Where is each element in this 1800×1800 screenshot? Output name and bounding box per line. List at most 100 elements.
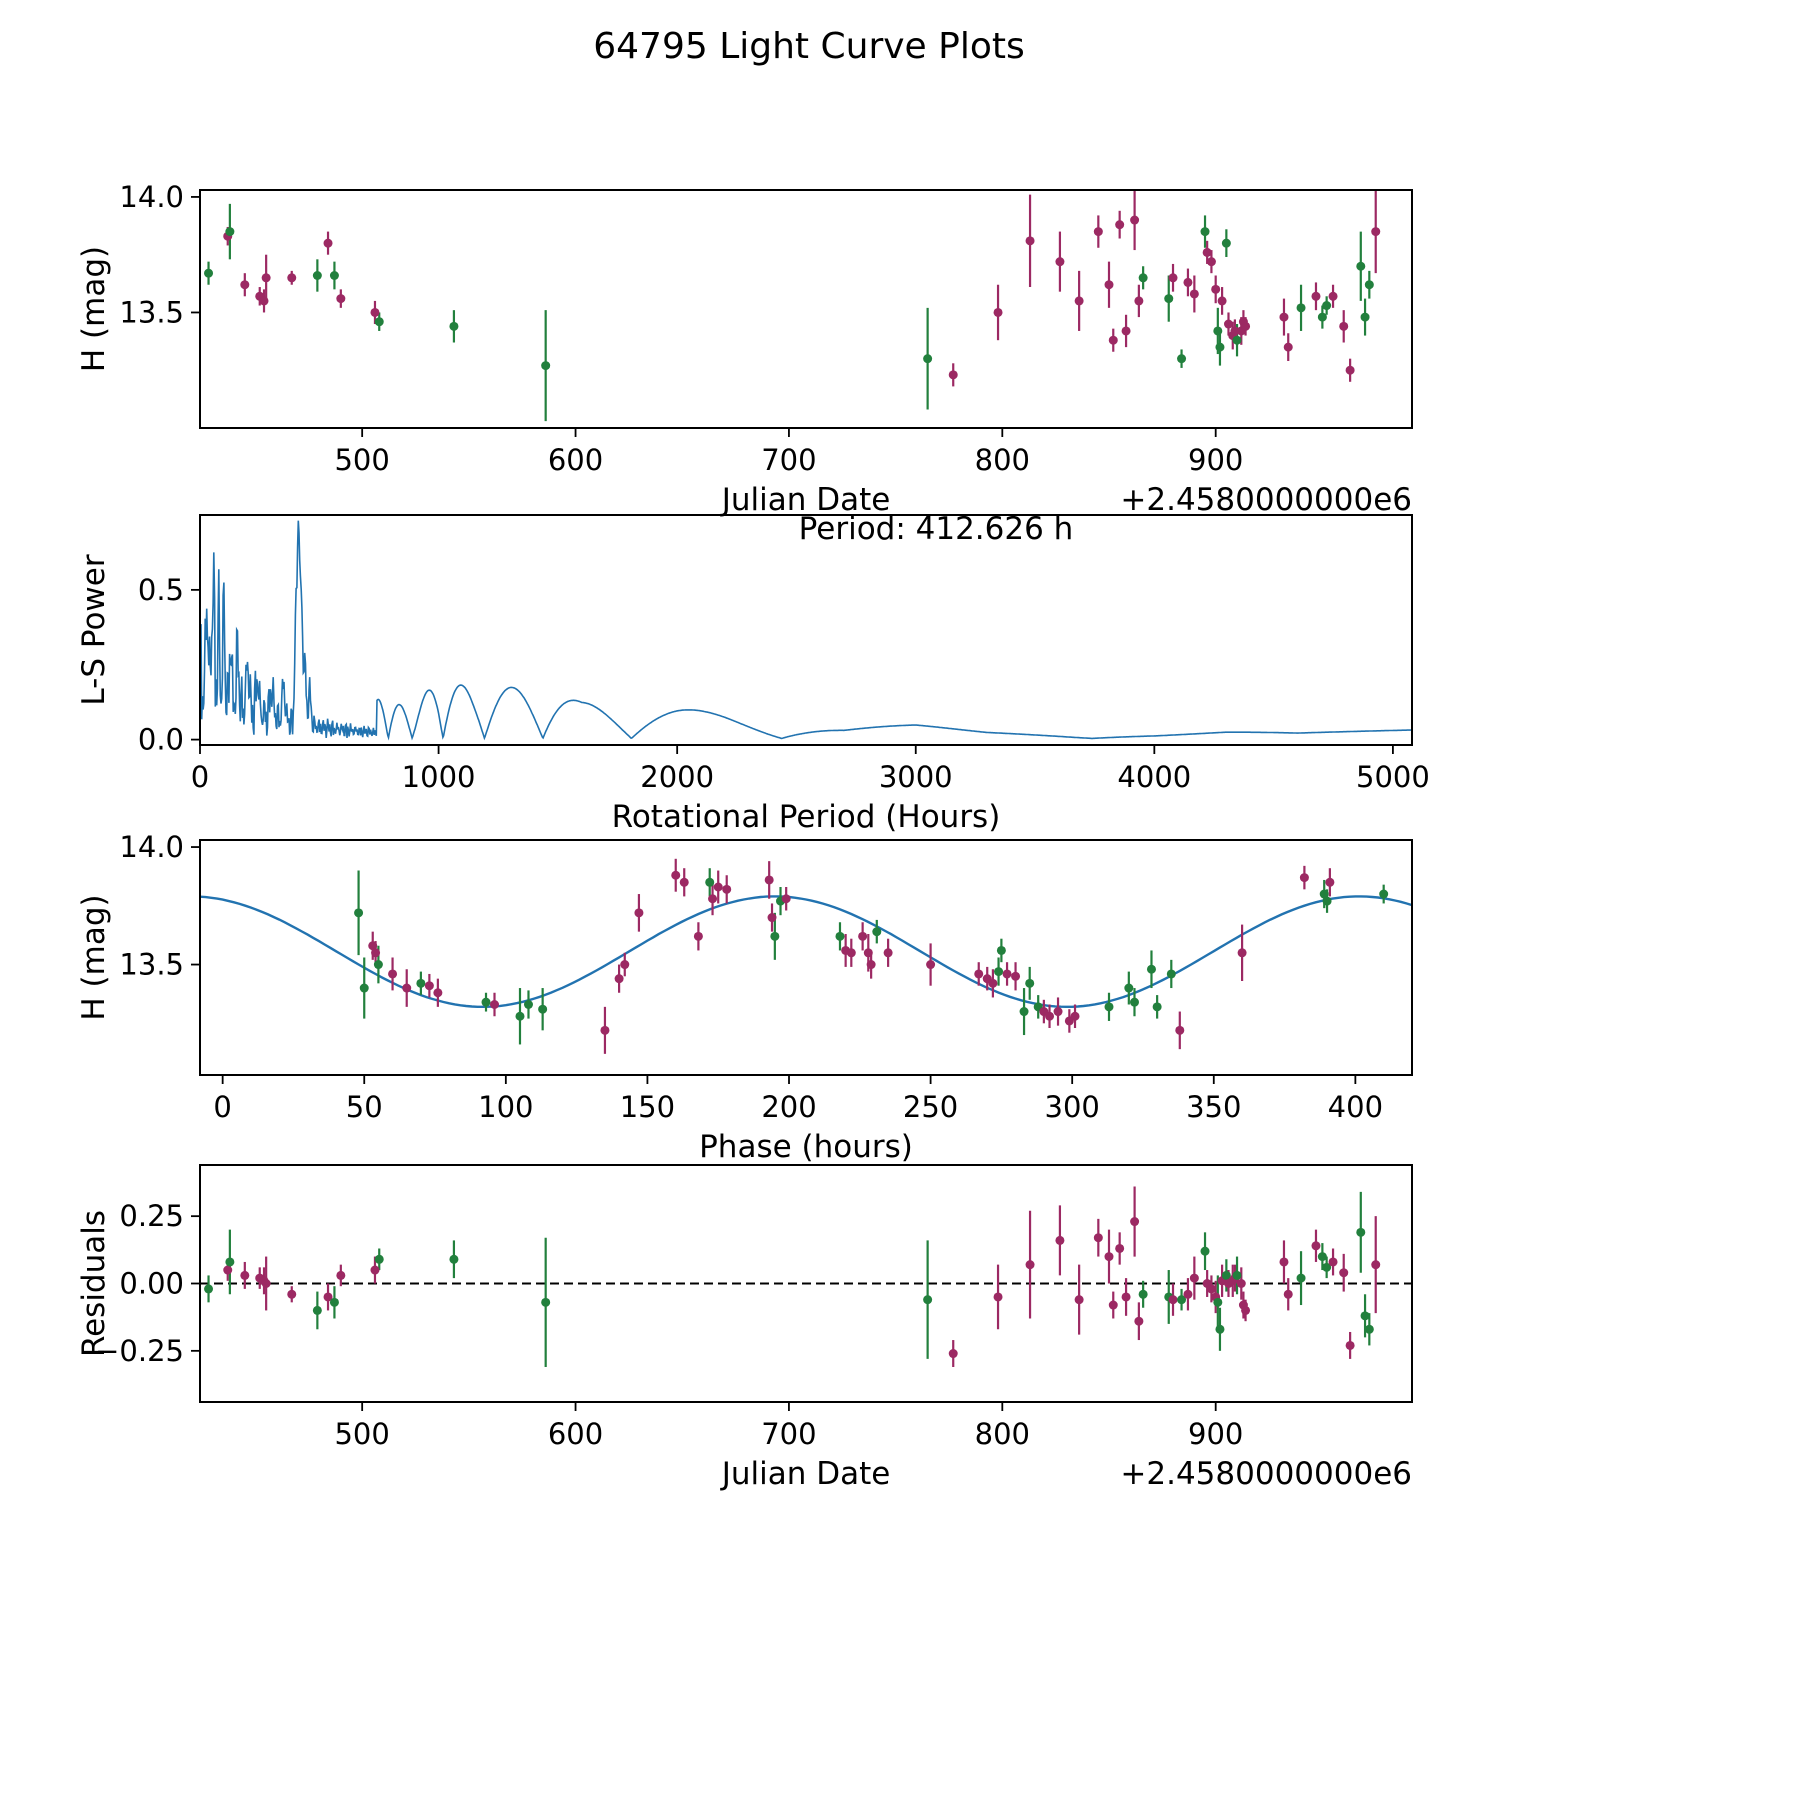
scatter-points bbox=[354, 870, 1389, 1035]
data-point bbox=[1339, 1268, 1349, 1278]
data-point bbox=[1002, 969, 1012, 979]
data-point bbox=[240, 1270, 250, 1280]
axis-text: 400 bbox=[1328, 1090, 1383, 1124]
data-point bbox=[863, 948, 873, 958]
axis-text: 100 bbox=[478, 1090, 533, 1124]
data-point bbox=[1129, 997, 1139, 1007]
data-point bbox=[988, 978, 998, 988]
panel-lightcurve: 500 600 700 800 900 14.0 13.5 Julian Date +2.458… bbox=[76, 180, 1413, 518]
data-point bbox=[481, 997, 491, 1007]
data-point bbox=[1074, 296, 1084, 306]
data-point bbox=[1371, 227, 1381, 237]
axis-text: 250 bbox=[903, 1090, 958, 1124]
data-point bbox=[1379, 889, 1389, 899]
data-point bbox=[1317, 312, 1327, 322]
data-point bbox=[204, 1284, 214, 1294]
data-point bbox=[1104, 1002, 1114, 1012]
data-point bbox=[1025, 236, 1035, 246]
data-point bbox=[1328, 1257, 1338, 1267]
data-point bbox=[948, 1349, 958, 1359]
data-point bbox=[329, 1297, 339, 1307]
data-point bbox=[370, 1265, 380, 1275]
data-point bbox=[1166, 969, 1176, 979]
data-point bbox=[1130, 215, 1140, 225]
data-point bbox=[993, 307, 1003, 317]
data-point bbox=[1356, 261, 1366, 271]
data-point bbox=[312, 270, 322, 280]
axis-text: 900 bbox=[1188, 1417, 1243, 1451]
data-point bbox=[370, 307, 380, 317]
data-point bbox=[1296, 303, 1306, 313]
data-point bbox=[1322, 1262, 1332, 1272]
axis-text: 13.5 bbox=[119, 295, 184, 329]
data-point bbox=[1183, 1289, 1193, 1299]
axis-text: 50 bbox=[346, 1090, 383, 1124]
data-point bbox=[374, 1254, 384, 1264]
data-point bbox=[705, 877, 715, 887]
data-point bbox=[225, 1257, 235, 1267]
data-point bbox=[1356, 1227, 1366, 1237]
axis-text: 0.0 bbox=[138, 723, 184, 757]
data-point bbox=[1177, 354, 1187, 364]
data-point bbox=[926, 960, 936, 970]
data-point bbox=[866, 960, 876, 970]
axes-frame bbox=[199, 514, 1413, 746]
axis-text: 900 bbox=[1188, 443, 1243, 477]
data-point bbox=[835, 931, 845, 941]
data-point bbox=[1130, 1217, 1140, 1227]
period-annotation: Period: 412.626 h bbox=[799, 511, 1074, 547]
data-point bbox=[1055, 257, 1065, 267]
data-point bbox=[858, 931, 868, 941]
axis-text: H (mag) bbox=[76, 894, 112, 1020]
error-bars bbox=[357, 858, 1385, 1054]
data-point bbox=[312, 1305, 322, 1315]
data-point bbox=[1236, 1279, 1246, 1288]
axis-text: 0.25 bbox=[119, 1199, 184, 1233]
data-point bbox=[1345, 1340, 1355, 1350]
axis-text: 600 bbox=[548, 1417, 603, 1451]
data-point bbox=[1279, 1257, 1289, 1267]
data-point bbox=[374, 317, 384, 327]
axis-text: 800 bbox=[975, 443, 1030, 477]
data-point bbox=[1011, 971, 1021, 981]
data-point bbox=[1053, 1007, 1063, 1017]
data-point bbox=[767, 913, 777, 923]
data-point bbox=[708, 894, 718, 904]
axis-text: 3000 bbox=[879, 760, 953, 794]
axis-text: +2.4580000000e6 bbox=[1120, 482, 1412, 518]
axis-text: 300 bbox=[1045, 1090, 1100, 1124]
data-point bbox=[1202, 247, 1212, 257]
data-point bbox=[1146, 964, 1156, 974]
data-point bbox=[620, 960, 630, 970]
data-point bbox=[538, 1004, 548, 1014]
data-point bbox=[1108, 335, 1118, 345]
data-point bbox=[1360, 312, 1370, 322]
data-point bbox=[490, 1000, 500, 1009]
axis-text: 14.0 bbox=[119, 180, 184, 214]
data-point bbox=[1124, 983, 1134, 993]
data-point bbox=[1134, 1316, 1144, 1326]
data-point bbox=[1299, 873, 1309, 883]
axis-text: H (mag) bbox=[76, 246, 112, 372]
axis-text: 14.0 bbox=[119, 830, 184, 864]
data-point bbox=[1121, 326, 1131, 336]
data-point bbox=[1183, 277, 1193, 287]
data-point bbox=[974, 969, 984, 979]
data-point bbox=[329, 270, 339, 280]
data-point bbox=[1339, 321, 1349, 331]
axis-text: 4000 bbox=[1117, 760, 1191, 794]
axes-frame bbox=[199, 839, 1413, 1076]
data-point bbox=[1074, 1295, 1084, 1305]
axis-text: Rotational Period (Hours) bbox=[612, 799, 1001, 835]
data-point bbox=[225, 227, 235, 237]
data-point bbox=[541, 1297, 551, 1307]
data-point bbox=[1211, 284, 1221, 294]
data-point bbox=[1232, 335, 1242, 345]
data-point bbox=[1325, 877, 1335, 887]
data-point bbox=[722, 884, 732, 894]
data-point bbox=[1322, 301, 1332, 311]
axis-text: 150 bbox=[620, 1090, 675, 1124]
data-point bbox=[1232, 1270, 1242, 1280]
data-point bbox=[336, 294, 346, 304]
